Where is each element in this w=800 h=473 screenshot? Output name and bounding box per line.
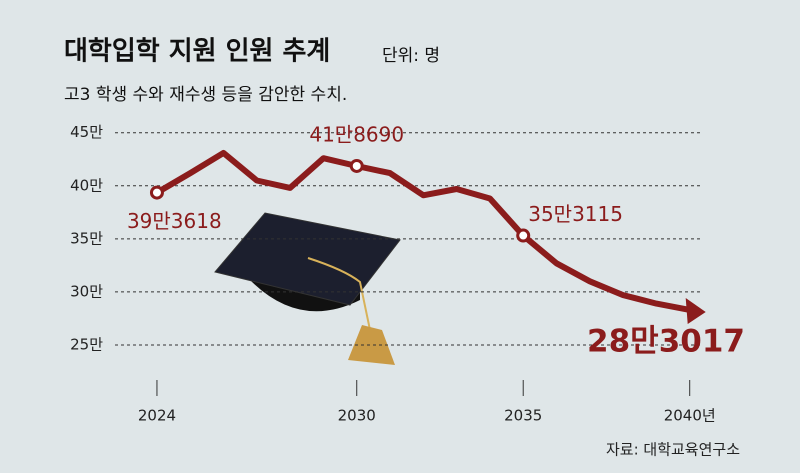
y-tick-label: 45만 bbox=[70, 123, 103, 141]
source: 자료: 대학교육연구소 bbox=[606, 441, 740, 459]
y-tick-label: 40만 bbox=[70, 176, 103, 194]
data-label: 35만3115 bbox=[528, 202, 623, 226]
subtitle: 고3 학생 수와 재수생 등을 감안한 수치. bbox=[64, 85, 347, 105]
arrow-head bbox=[685, 297, 706, 324]
point-marker bbox=[149, 185, 164, 200]
unit-note: 단위: 명 bbox=[382, 46, 440, 66]
y-tick-label: 30만 bbox=[70, 282, 103, 300]
y-tick-label: 35만 bbox=[70, 229, 103, 247]
data-label-final: 28만3017 bbox=[587, 324, 745, 360]
point-marker bbox=[516, 228, 531, 243]
data-line bbox=[155, 149, 691, 313]
data-label: 41만8690 bbox=[309, 122, 404, 146]
chart-title: 대학입학 지원 인원 추계 bbox=[64, 37, 330, 67]
x-tick-label: 2040년 bbox=[664, 407, 716, 425]
graduation-cap bbox=[214, 212, 401, 365]
x-tick-label: 2030 bbox=[338, 407, 376, 425]
point-marker bbox=[349, 158, 364, 173]
x-tick-label: 2035 bbox=[504, 407, 542, 425]
y-tick-label: 25만 bbox=[70, 335, 103, 353]
data-label: 39만3618 bbox=[127, 209, 222, 233]
x-tick-label: 2024 bbox=[138, 407, 176, 425]
